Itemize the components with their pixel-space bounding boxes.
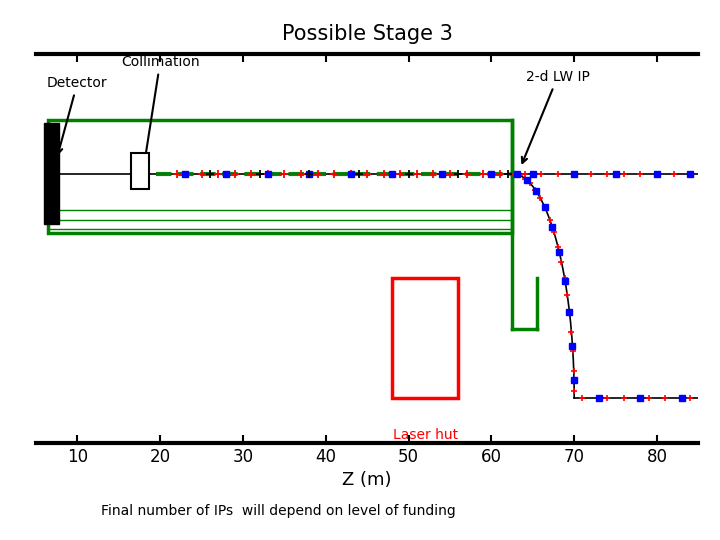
Text: Final number of IPs  will depend on level of funding: Final number of IPs will depend on level… [101, 504, 456, 518]
Bar [44, 123, 59, 225]
X-axis label: Z (m): Z (m) [343, 471, 392, 489]
Title: Possible Stage 3: Possible Stage 3 [282, 24, 453, 44]
Text: 2-d LW IP: 2-d LW IP [522, 70, 590, 163]
Text: Detector: Detector [47, 76, 108, 154]
Bar [48, 120, 512, 233]
Text: Laser hut: Laser hut [392, 428, 458, 442]
Bar [131, 153, 150, 188]
Text: Collimation: Collimation [121, 55, 199, 163]
Bar [392, 278, 458, 398]
